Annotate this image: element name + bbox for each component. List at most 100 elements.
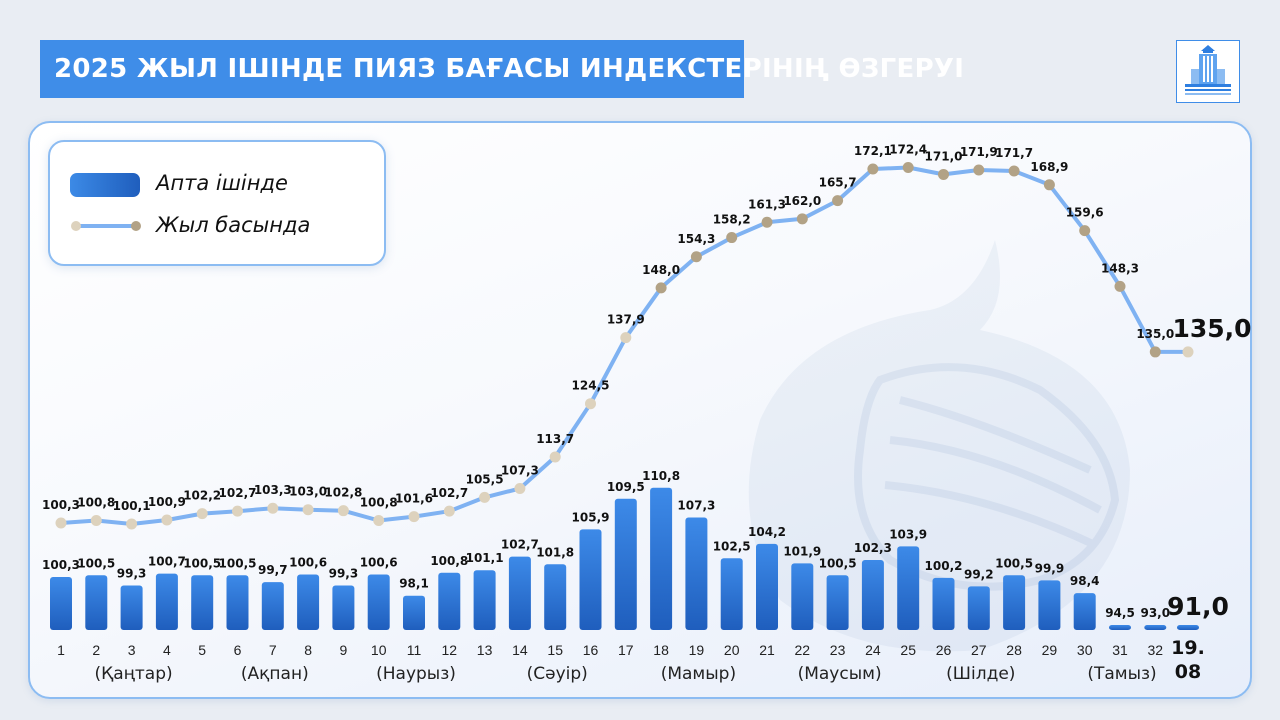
line-point-21 xyxy=(761,216,773,228)
bar-week-30 xyxy=(1073,593,1096,630)
line-point-15 xyxy=(549,451,561,463)
line-label-19: 154,3 xyxy=(677,232,715,246)
bar-label-13: 101,1 xyxy=(466,551,504,565)
line-label-31: 148,3 xyxy=(1101,261,1139,275)
bar-label-28: 100,5 xyxy=(995,556,1033,570)
bar-week-32 xyxy=(1144,625,1167,630)
month-label: (Сәуір) xyxy=(527,664,588,684)
line-point-11 xyxy=(408,511,420,523)
line-point-6 xyxy=(232,505,243,517)
x-tick-30: 30 xyxy=(1077,642,1093,658)
line-label-27: 171,9 xyxy=(960,145,998,159)
x-tick-32: 32 xyxy=(1148,642,1164,658)
bar-week-18 xyxy=(650,487,673,630)
month-label: (Наурыз) xyxy=(376,664,456,684)
bar-label-32: 93,0 xyxy=(1140,606,1170,620)
bar-week-13 xyxy=(473,570,496,630)
bar-label-23: 100,5 xyxy=(819,556,857,570)
bar-label-3: 99,3 xyxy=(117,567,147,581)
bar-label-5: 100,5 xyxy=(183,556,221,570)
line-label-10: 100,8 xyxy=(360,496,398,510)
line-label-19.08: 135,0 xyxy=(1172,314,1251,343)
bar-label-24: 102,3 xyxy=(854,541,892,555)
legend-label-ytd: Жыл басында xyxy=(156,213,311,237)
x-tick-19.08-day: 19. xyxy=(1171,637,1205,659)
line-label-2: 100,8 xyxy=(77,496,115,510)
line-point-31 xyxy=(1114,280,1126,292)
x-tick-18: 18 xyxy=(653,642,669,658)
line-point-17 xyxy=(620,332,632,344)
x-tick-26: 26 xyxy=(936,642,952,658)
line-point-2 xyxy=(90,515,102,527)
bar-week-9 xyxy=(332,585,355,630)
x-tick-25: 25 xyxy=(900,642,916,658)
bar-label-7: 99,7 xyxy=(258,563,288,577)
bar-label-16: 105,9 xyxy=(572,510,610,524)
bar-week-6 xyxy=(226,575,249,630)
legend-bar-swatch xyxy=(70,173,140,197)
bar-label-11: 98,1 xyxy=(399,577,429,591)
bar-label-10: 100,6 xyxy=(360,555,398,569)
bar-week-19 xyxy=(685,517,708,630)
x-tick-23: 23 xyxy=(830,642,846,658)
line-point-4 xyxy=(161,514,173,526)
bar-week-27 xyxy=(967,586,990,630)
bar-week-16 xyxy=(579,529,602,630)
line-label-25: 172,4 xyxy=(889,143,927,157)
bar-label-18: 110,8 xyxy=(642,469,680,483)
bar-week-28 xyxy=(1003,575,1026,630)
line-point-12 xyxy=(443,505,455,517)
line-point-8 xyxy=(302,504,314,516)
x-tick-8: 8 xyxy=(304,642,312,658)
line-point-23 xyxy=(832,195,844,207)
line-label-17: 137,9 xyxy=(607,313,645,327)
line-label-6: 102,7 xyxy=(219,486,257,500)
x-tick-20: 20 xyxy=(724,642,740,658)
x-tick-19: 19 xyxy=(689,642,705,658)
bar-week-8 xyxy=(297,574,320,630)
line-label-24: 172,1 xyxy=(854,144,892,158)
bar-label-2: 100,5 xyxy=(77,556,115,570)
bar-week-2 xyxy=(85,575,108,630)
x-tick-31: 31 xyxy=(1112,642,1128,658)
bar-week-15 xyxy=(544,564,567,630)
month-label: (Тамыз) xyxy=(1087,664,1156,684)
x-tick-11: 11 xyxy=(407,642,422,658)
month-label: (Мамыр) xyxy=(661,664,736,684)
line-point-10 xyxy=(373,515,385,527)
bar-label-12: 100,8 xyxy=(430,554,468,568)
line-label-1: 100,3 xyxy=(42,498,80,512)
bar-week-25 xyxy=(897,546,920,630)
line-label-15: 113,7 xyxy=(536,432,574,446)
line-point-5 xyxy=(196,508,208,520)
line-point-22 xyxy=(796,213,808,225)
legend-label-weekly: Апта ішінде xyxy=(156,171,288,195)
line-label-29: 168,9 xyxy=(1030,160,1068,174)
bar-week-29 xyxy=(1038,580,1061,630)
line-label-8: 103,0 xyxy=(289,485,327,499)
bar-week-17 xyxy=(614,498,637,630)
bar-week-12 xyxy=(438,572,461,630)
month-label: (Қаңтар) xyxy=(95,664,173,684)
bar-label-19: 107,3 xyxy=(677,499,715,513)
line-label-7: 103,3 xyxy=(254,483,292,497)
line-label-30: 159,6 xyxy=(1066,206,1104,220)
bar-week-4 xyxy=(155,573,178,630)
bar-label-8: 100,6 xyxy=(289,555,327,569)
line-point-13 xyxy=(479,491,491,503)
x-tick-24: 24 xyxy=(865,642,881,658)
month-label: (Маусым) xyxy=(798,664,882,684)
bar-label-19.08: 91,0 xyxy=(1167,592,1229,621)
line-point-7 xyxy=(267,502,279,514)
bar-week-20 xyxy=(720,558,743,630)
x-tick-28: 28 xyxy=(1006,642,1022,658)
x-tick-15: 15 xyxy=(547,642,563,658)
line-point-18 xyxy=(655,282,667,294)
x-tick-2: 2 xyxy=(92,642,100,658)
bar-week-14 xyxy=(508,556,531,630)
line-point-14 xyxy=(514,482,526,494)
x-tick-7: 7 xyxy=(269,642,277,658)
bar-label-21: 104,2 xyxy=(748,525,786,539)
bar-week-23 xyxy=(826,575,849,630)
line-point-3 xyxy=(126,518,138,530)
